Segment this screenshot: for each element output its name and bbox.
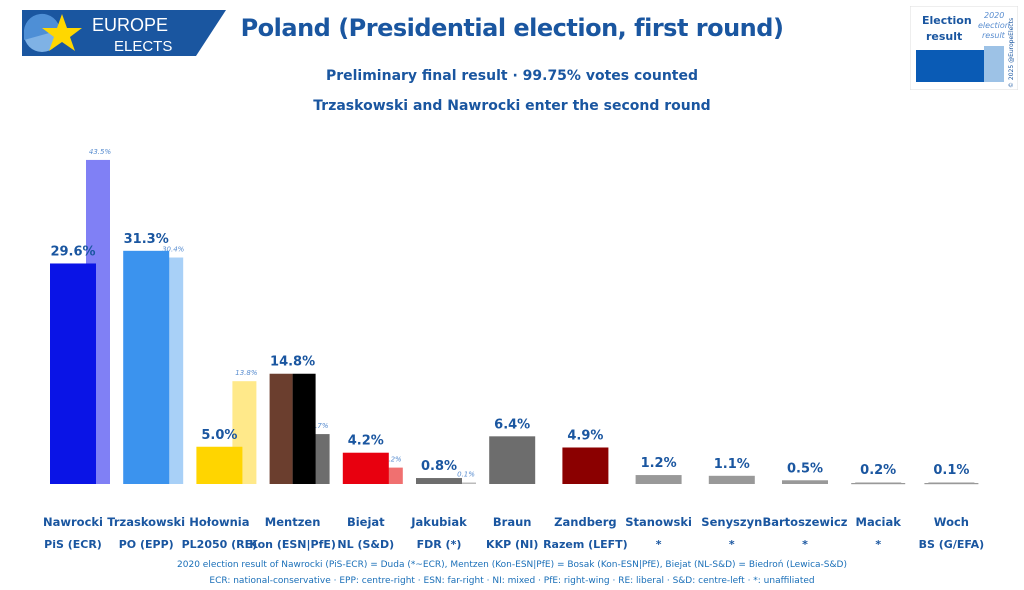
subtitle-counted: Preliminary final result · 99.75% votes … (325, 68, 699, 84)
europe-elects-logo: EUROPE ELECTS (22, 10, 226, 56)
category-name: Woch (934, 515, 969, 529)
category-party: * (656, 538, 662, 551)
bar-2020-label: 43.5% (89, 148, 112, 156)
legend-prev-swatch (984, 46, 1004, 82)
category-party: KKP (NI) (486, 538, 538, 551)
bar-value-label: 0.1% (933, 463, 969, 478)
brand-line2: ELECTS (114, 38, 172, 55)
bar-current-left (269, 373, 293, 484)
bar-current (782, 480, 828, 484)
bar-current (489, 436, 536, 484)
bar-value-label: 0.5% (787, 461, 823, 476)
category-name: Zandberg (554, 515, 616, 529)
bar-baseline (851, 483, 906, 485)
category-name: Braun (493, 515, 532, 529)
bar-2020-label: 30.4% (162, 246, 185, 254)
brand-line1: EUROPE (92, 15, 168, 35)
category-party: Razem (LEFT) (543, 538, 628, 551)
bar-value-label: 4.9% (567, 428, 603, 443)
category-name: Maciak (856, 515, 902, 529)
category-party: PL2050 (RE) (182, 538, 258, 551)
bar-value-label: 31.3% (124, 232, 169, 247)
bar-value-label: 0.2% (860, 463, 896, 478)
subtitle-runoff: Trzaskowski and Nawrocki enter the secon… (313, 98, 711, 114)
bar-value-label: 1.1% (714, 457, 750, 472)
category-party: BS (G/EFA) (919, 538, 985, 551)
copyright: © 2025 @EuropeElects (1008, 18, 1015, 88)
legend-current-label2: result (926, 30, 962, 43)
bar-2020-label: 0.1% (457, 471, 475, 479)
legend-prev-label3: result (982, 31, 1006, 40)
bar-value-label: 0.8% (421, 459, 457, 474)
category-name: Hołownia (189, 515, 249, 529)
category-party: Kon (ESN|PfE) (249, 538, 336, 551)
category-name: Jakubiak (410, 515, 467, 529)
legend-prev-label2: election (978, 21, 1010, 30)
category-party: * (729, 538, 735, 551)
footnote-groups: ECR: national-conservative · EPP: centre… (209, 576, 815, 586)
category-party: PiS (ECR) (44, 538, 102, 551)
legend-current-label1: Election (922, 14, 972, 27)
bar-current (123, 250, 170, 484)
bar-current-right (292, 373, 316, 484)
bar-chart: 43.5% 29.6% Nawrocki PiS (ECR) 30.4%31.3% Trz… (43, 148, 985, 551)
bar-value-label: 14.8% (270, 355, 315, 370)
star-icon (42, 14, 82, 51)
bar-current (635, 475, 682, 484)
bar-value-label: 6.4% (494, 417, 530, 432)
bar-2020-label: 13.8% (235, 369, 258, 377)
bar-2020-label: 6.7% (311, 422, 329, 430)
category-name: Trzaskowski (107, 515, 185, 529)
bar-current (196, 446, 243, 484)
category-name: Biejat (347, 515, 385, 529)
page-title: Poland (Presidential election, first rou… (240, 14, 784, 42)
bar-value-label: 29.6% (50, 244, 95, 259)
category-name: Senyszyn (701, 515, 762, 529)
category-name: Stanowski (625, 515, 692, 529)
bar-current (416, 478, 462, 484)
category-party: PO (EPP) (119, 538, 174, 551)
category-party: * (875, 538, 881, 551)
bar-current (50, 263, 96, 484)
bar-2020-label: 2.2% (384, 456, 402, 464)
category-name: Bartoszewicz (762, 515, 847, 529)
bar-current (562, 447, 609, 484)
legend-prev-label1: 2020 (984, 11, 1004, 20)
category-name: Nawrocki (43, 515, 103, 529)
category-name: Mentzen (265, 515, 321, 529)
category-party: FDR (*) (417, 538, 462, 551)
category-party: * (802, 538, 808, 551)
bar-value-label: 5.0% (201, 428, 237, 443)
bar-baseline (924, 483, 979, 485)
bar-value-label: 1.2% (641, 456, 677, 471)
category-party: NL (S&D) (337, 538, 394, 551)
bar-current (342, 452, 389, 484)
bar-current (708, 475, 755, 484)
footnote-2020: 2020 election result of Nawrocki (PiS-EC… (177, 560, 847, 570)
bar-value-label: 4.2% (348, 434, 384, 449)
bar-2020 (452, 482, 476, 484)
legend-current-swatch (916, 50, 984, 82)
legend: Election result 2020 election result © 2… (910, 6, 1018, 90)
